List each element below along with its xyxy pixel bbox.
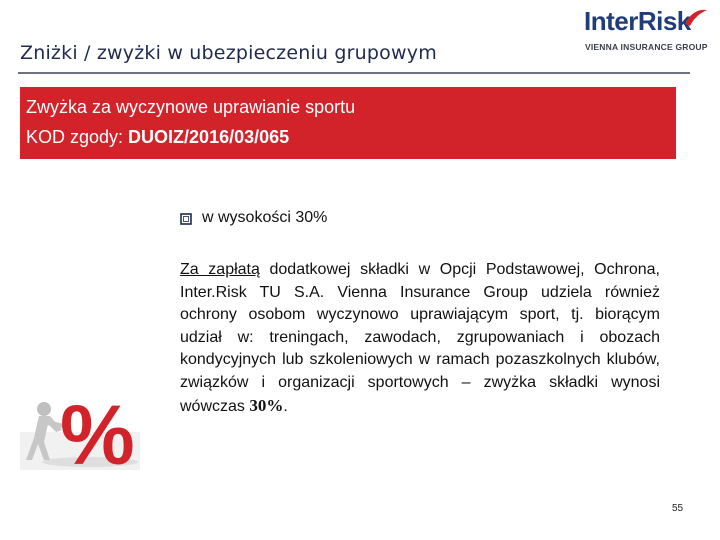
banner-code-line: KOD zgody: DUOIZ/2016/03/065 [26,127,289,148]
para-body: dodatkowej składki w Opcji Podstawowej, … [180,261,660,415]
description-paragraph: Za zapłatą dodatkowej składki w Opcji Po… [180,259,660,418]
figure-pushing-percent-icon: % [20,388,140,470]
headline-banner: Zwyżka za wyczynowe uprawianie sportu KO… [20,87,676,159]
bullet-item: w wysokości 30% [180,209,327,227]
page-title: Zniżki / zwyżki w ubezpieczeniu grupowym [20,42,437,64]
logo-swoosh-icon [685,9,707,26]
title-divider [18,72,690,74]
para-underlined-phrase: Za zapłatą [180,261,260,278]
banner-code-value: DUOIZ/2016/03/065 [128,127,290,147]
bullet-text: w wysokości 30% [202,209,328,226]
page-number: 55 [672,503,684,514]
logo-brand-text: InterRisk [584,6,691,36]
para-percent: 30% [249,395,284,415]
checkbox-square-icon [180,212,192,225]
percent-glyph: % [60,388,135,470]
banner-title: Zwyżka za wyczynowe uprawianie sportu [26,97,356,117]
logo-tagline: VIENNA INSURANCE GROUP [585,42,708,52]
banner-code-label: KOD zgody: [26,127,129,147]
para-end: . [283,397,288,415]
interrisk-logo: InterRisk VIENNA INSURANCE GROUP [584,6,714,56]
